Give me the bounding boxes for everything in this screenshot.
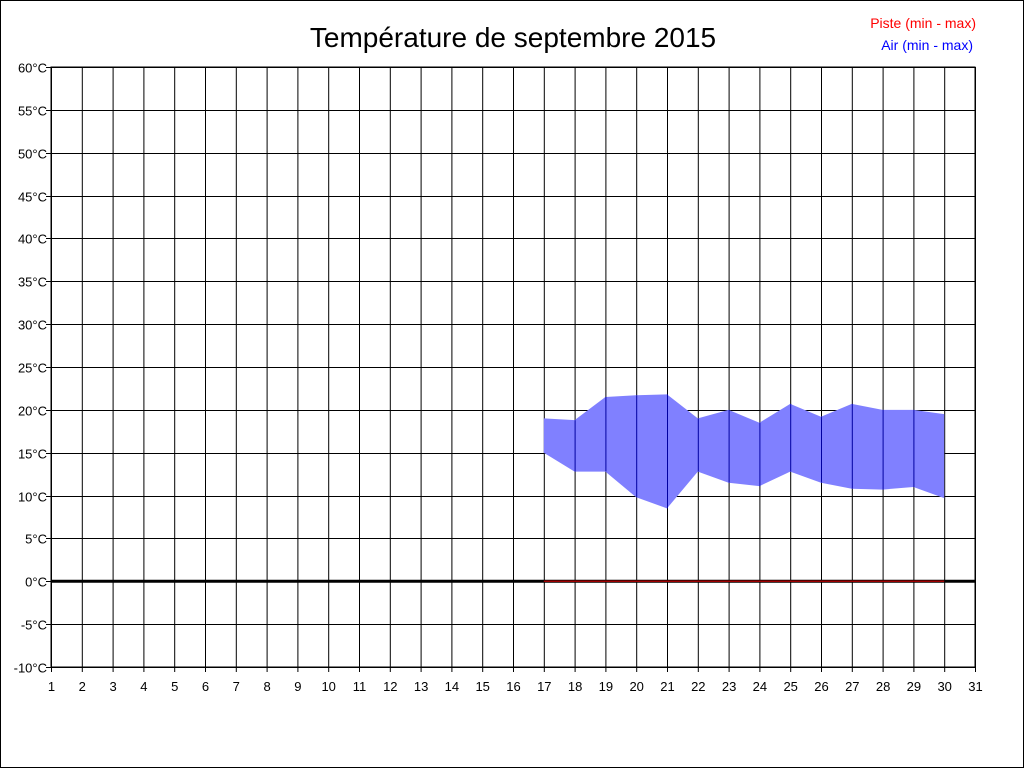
x-tick-label: 23 — [722, 679, 736, 694]
x-tick-label: 28 — [876, 679, 890, 694]
x-tick-label: 5 — [171, 679, 178, 694]
x-tick-label: 7 — [233, 679, 240, 694]
y-tick-label: 50°C — [18, 147, 47, 162]
x-tick-label: 6 — [202, 679, 209, 694]
x-tick-label: 18 — [568, 679, 582, 694]
x-tick-label: 26 — [814, 679, 828, 694]
x-tick-label: 22 — [691, 679, 705, 694]
x-tick-label: 31 — [968, 679, 982, 694]
x-tick-label: 27 — [845, 679, 859, 694]
x-tick-label: 16 — [506, 679, 520, 694]
y-tick-label: 35°C — [18, 275, 47, 290]
y-tick-label: 20°C — [18, 404, 47, 419]
y-tick-label: 60°C — [18, 61, 47, 76]
x-tick-label: 17 — [537, 679, 551, 694]
x-tick-label: 19 — [599, 679, 613, 694]
bands — [51, 394, 975, 583]
x-tick-label: 11 — [353, 679, 367, 694]
x-tick-label: 4 — [140, 679, 147, 694]
x-tick-label: 1 — [48, 679, 55, 694]
x-tick-label: 25 — [783, 679, 797, 694]
x-tick-label: 13 — [414, 679, 428, 694]
y-tick-label: 5°C — [25, 532, 47, 547]
chart-title: Température de septembre 2015 — [310, 22, 716, 53]
x-tick-label: 8 — [263, 679, 270, 694]
ticks: 1 2 3 4 5 6 7 8 9 10 11 12 13 14 15 16 17 18 19 20 21 22 23 24 2… — [14, 61, 983, 695]
x-tick-label: 2 — [79, 679, 86, 694]
y-tick-label: -5°C — [21, 618, 47, 633]
y-tick-label: 15°C — [18, 447, 47, 462]
legend-piste: Piste (min - max) — [870, 15, 976, 31]
y-tick-label: 45°C — [18, 190, 47, 205]
y-tick-label: 10°C — [18, 490, 47, 505]
y-tick-label: 0°C — [25, 575, 47, 590]
x-tick-label: 12 — [383, 679, 397, 694]
x-tick-label: 3 — [109, 679, 116, 694]
x-tick-label: 9 — [294, 679, 301, 694]
x-tick-label: 20 — [629, 679, 643, 694]
x-tick-label: 10 — [321, 679, 335, 694]
x-tick-label: 30 — [937, 679, 951, 694]
air-band — [543, 394, 945, 509]
x-tick-label: 29 — [907, 679, 921, 694]
legend-air: Air (min - max) — [881, 37, 973, 53]
grid — [46, 66, 976, 672]
x-tick-label: 24 — [753, 679, 767, 694]
y-tick-label: 25°C — [18, 361, 47, 376]
x-tick-label: 21 — [660, 679, 674, 694]
y-tick-label: -10°C — [14, 661, 47, 676]
y-tick-label: 40°C — [18, 232, 47, 247]
x-tick-label: 15 — [475, 679, 489, 694]
x-tick-label: 14 — [445, 679, 459, 694]
y-tick-label: 30°C — [18, 318, 47, 333]
y-tick-label: 55°C — [18, 104, 47, 119]
